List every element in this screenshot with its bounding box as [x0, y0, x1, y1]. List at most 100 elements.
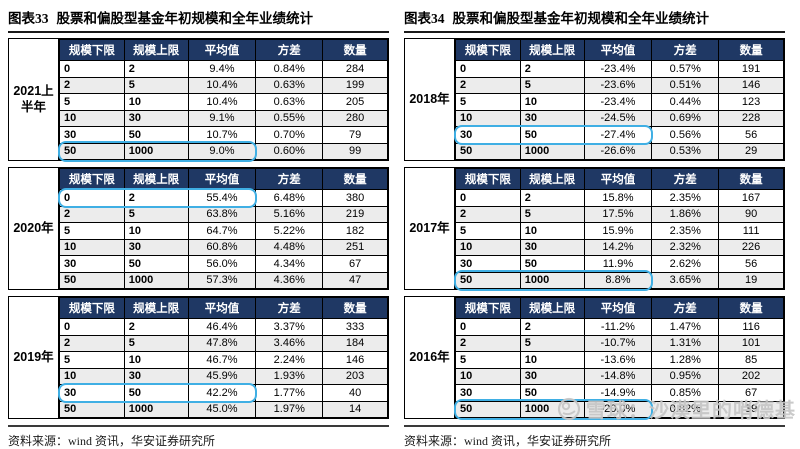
year-block: 2016年 规模下限 规模上限 平均值 方差 数量 0 2 -11.2% 1.47% 116 2 5 -1… [404, 296, 785, 420]
stat-value-cell: 46.4% [187, 318, 257, 336]
stat-value-cell: 146 [718, 76, 784, 94]
table-row: 30 50 -14.9% 0.85% 67 [455, 384, 784, 402]
size-bound-cell: 5 [455, 222, 521, 240]
size-bound-cell: 30 [123, 367, 189, 385]
table-row: 50 1000 8.8% 3.65% 19 [455, 271, 784, 289]
stat-value-cell: 14 [322, 400, 388, 418]
stat-value-cell: 0.84% [255, 60, 324, 78]
stats-table-wrap: 规模下限 规模上限 平均值 方差 数量 0 2 9.4% 0.84% 284 2 5 10.4% 0.63… [57, 39, 388, 162]
size-bound-cell: 0 [59, 318, 125, 336]
size-bound-cell: 2 [455, 334, 521, 352]
watermark-text: 雪球：沙漠里的哨德基 [586, 400, 796, 422]
column-header: 数量 [322, 297, 388, 319]
size-bound-cell: 10 [455, 109, 521, 127]
size-bound-cell: 2 [455, 76, 521, 94]
stat-value-cell: 45.9% [187, 367, 257, 385]
table-row: 2 5 17.5% 1.86% 90 [455, 205, 784, 223]
size-bound-cell: 30 [59, 255, 125, 273]
stat-value-cell: 64.7% [187, 222, 257, 240]
table-row: 30 50 56.0% 4.34% 67 [59, 255, 388, 273]
stat-value-cell: -24.5% [583, 109, 653, 127]
size-bound-cell: 50 [123, 126, 189, 144]
size-bound-cell: 5 [519, 205, 585, 223]
stat-value-cell: 67 [322, 255, 388, 273]
stat-value-cell: 4.34% [255, 255, 324, 273]
table-row: 50 1000 45.0% 1.97% 14 [59, 400, 388, 418]
stat-value-cell: 1.93% [255, 367, 324, 385]
size-bound-cell: 0 [59, 60, 125, 78]
panel-title: 图表34 股票和偏股型基金年初规模和全年业绩统计 [404, 5, 785, 33]
column-header: 数量 [322, 168, 388, 190]
size-bound-cell: 5 [455, 93, 521, 111]
stat-value-cell: 280 [322, 109, 388, 127]
stat-value-cell: 10.4% [187, 93, 257, 111]
size-bound-cell: 5 [59, 222, 125, 240]
size-bound-cell: 50 [123, 384, 189, 402]
size-bound-cell: 2 [455, 205, 521, 223]
stat-value-cell: -13.6% [583, 351, 653, 369]
size-bound-cell: 50 [519, 255, 585, 273]
year-label: 2020年 [9, 168, 59, 289]
stats-table-wrap: 规模下限 规模上限 平均值 方差 数量 0 2 -23.4% 0.57% 191 2 5 -23.6% 0… [453, 39, 784, 160]
stats-table: 规模下限 规模上限 平均值 方差 数量 0 2 55.4% 6.48% 380 2 5 63.8% 5.1… [59, 168, 388, 289]
size-bound-cell: 30 [455, 126, 521, 144]
stat-value-cell: 116 [718, 318, 784, 336]
column-header: 方差 [651, 168, 720, 190]
year-label: 2018年 [405, 39, 455, 160]
table-row: 30 50 11.9% 2.62% 56 [455, 255, 784, 273]
header-row: 规模下限 规模上限 平均值 方差 数量 [59, 39, 388, 61]
table-row: 10 30 14.2% 2.32% 226 [455, 238, 784, 256]
stat-value-cell: 284 [322, 60, 388, 78]
column-header: 规模上限 [519, 168, 585, 190]
table-row: 0 2 9.4% 0.84% 284 [59, 60, 388, 78]
stat-value-cell: 11.9% [583, 255, 653, 273]
size-bound-cell: 30 [519, 238, 585, 256]
size-bound-cell: 0 [59, 189, 125, 207]
table-row: 2 5 47.8% 3.46% 184 [59, 334, 388, 352]
stat-value-cell: 40 [322, 384, 388, 402]
size-bound-cell: 2 [123, 60, 189, 78]
size-bound-cell: 50 [59, 142, 125, 160]
header-row: 规模下限 规模上限 平均值 方差 数量 [455, 39, 784, 61]
stats-table: 规模下限 规模上限 平均值 方差 数量 0 2 -11.2% 1.47% 116 2 5 -10.7% 1… [455, 297, 784, 418]
table-row: 2 5 10.4% 0.63% 199 [59, 76, 388, 94]
stat-value-cell: 4.36% [255, 271, 324, 289]
tables-container: 2021上半年 规模下限 规模上限 平均值 方差 数量 0 2 9.4% 0.84% 284 2 5 10… [8, 38, 389, 419]
stat-value-cell: 2.32% [651, 238, 720, 256]
stat-value-cell: 4.48% [255, 238, 324, 256]
stat-value-cell: 29 [718, 142, 784, 160]
stat-value-cell: 0.63% [255, 93, 324, 111]
stat-value-cell: 19 [718, 271, 784, 289]
column-header: 平均值 [187, 297, 257, 319]
stat-value-cell: 1.86% [651, 205, 720, 223]
stat-value-cell: 5.22% [255, 222, 324, 240]
table-row: 30 50 -27.4% 0.56% 56 [455, 126, 784, 144]
size-bound-cell: 5 [123, 334, 189, 352]
stat-value-cell: 167 [718, 189, 784, 207]
size-bound-cell: 10 [123, 351, 189, 369]
stat-value-cell: 1.31% [651, 334, 720, 352]
column-header: 数量 [718, 39, 784, 61]
stat-value-cell: 202 [718, 367, 784, 385]
stat-value-cell: 123 [718, 93, 784, 111]
size-bound-cell: 10 [59, 109, 125, 127]
stat-value-cell: 3.37% [255, 318, 324, 336]
stat-value-cell: 6.48% [255, 189, 324, 207]
column-header: 规模上限 [123, 168, 189, 190]
year-block: 2019年 规模下限 规模上限 平均值 方差 数量 0 2 46.4% 3.37% 333 2 5 47.… [8, 296, 389, 419]
stat-value-cell: 251 [322, 238, 388, 256]
source-text: 资料来源：wind 资讯，华安证券研究所 [8, 434, 216, 448]
size-bound-cell: 1000 [123, 400, 189, 418]
size-bound-cell: 2 [59, 334, 125, 352]
column-header: 数量 [718, 297, 784, 319]
stat-value-cell: 45.0% [187, 400, 257, 418]
size-bound-cell: 2 [519, 189, 585, 207]
column-header: 数量 [718, 168, 784, 190]
stat-value-cell: 55.4% [187, 189, 257, 207]
panel-chart33: 图表33 股票和偏股型基金年初规模和全年业绩统计 2021上半年 规模下限 规模上限平… [8, 5, 389, 449]
stat-value-cell: 191 [718, 60, 784, 78]
stat-value-cell: 85 [718, 351, 784, 369]
header-row: 规模下限 规模上限 平均值 方差 数量 [59, 297, 388, 319]
stat-value-cell: 0.69% [651, 109, 720, 127]
stat-value-cell: 90 [718, 205, 784, 223]
